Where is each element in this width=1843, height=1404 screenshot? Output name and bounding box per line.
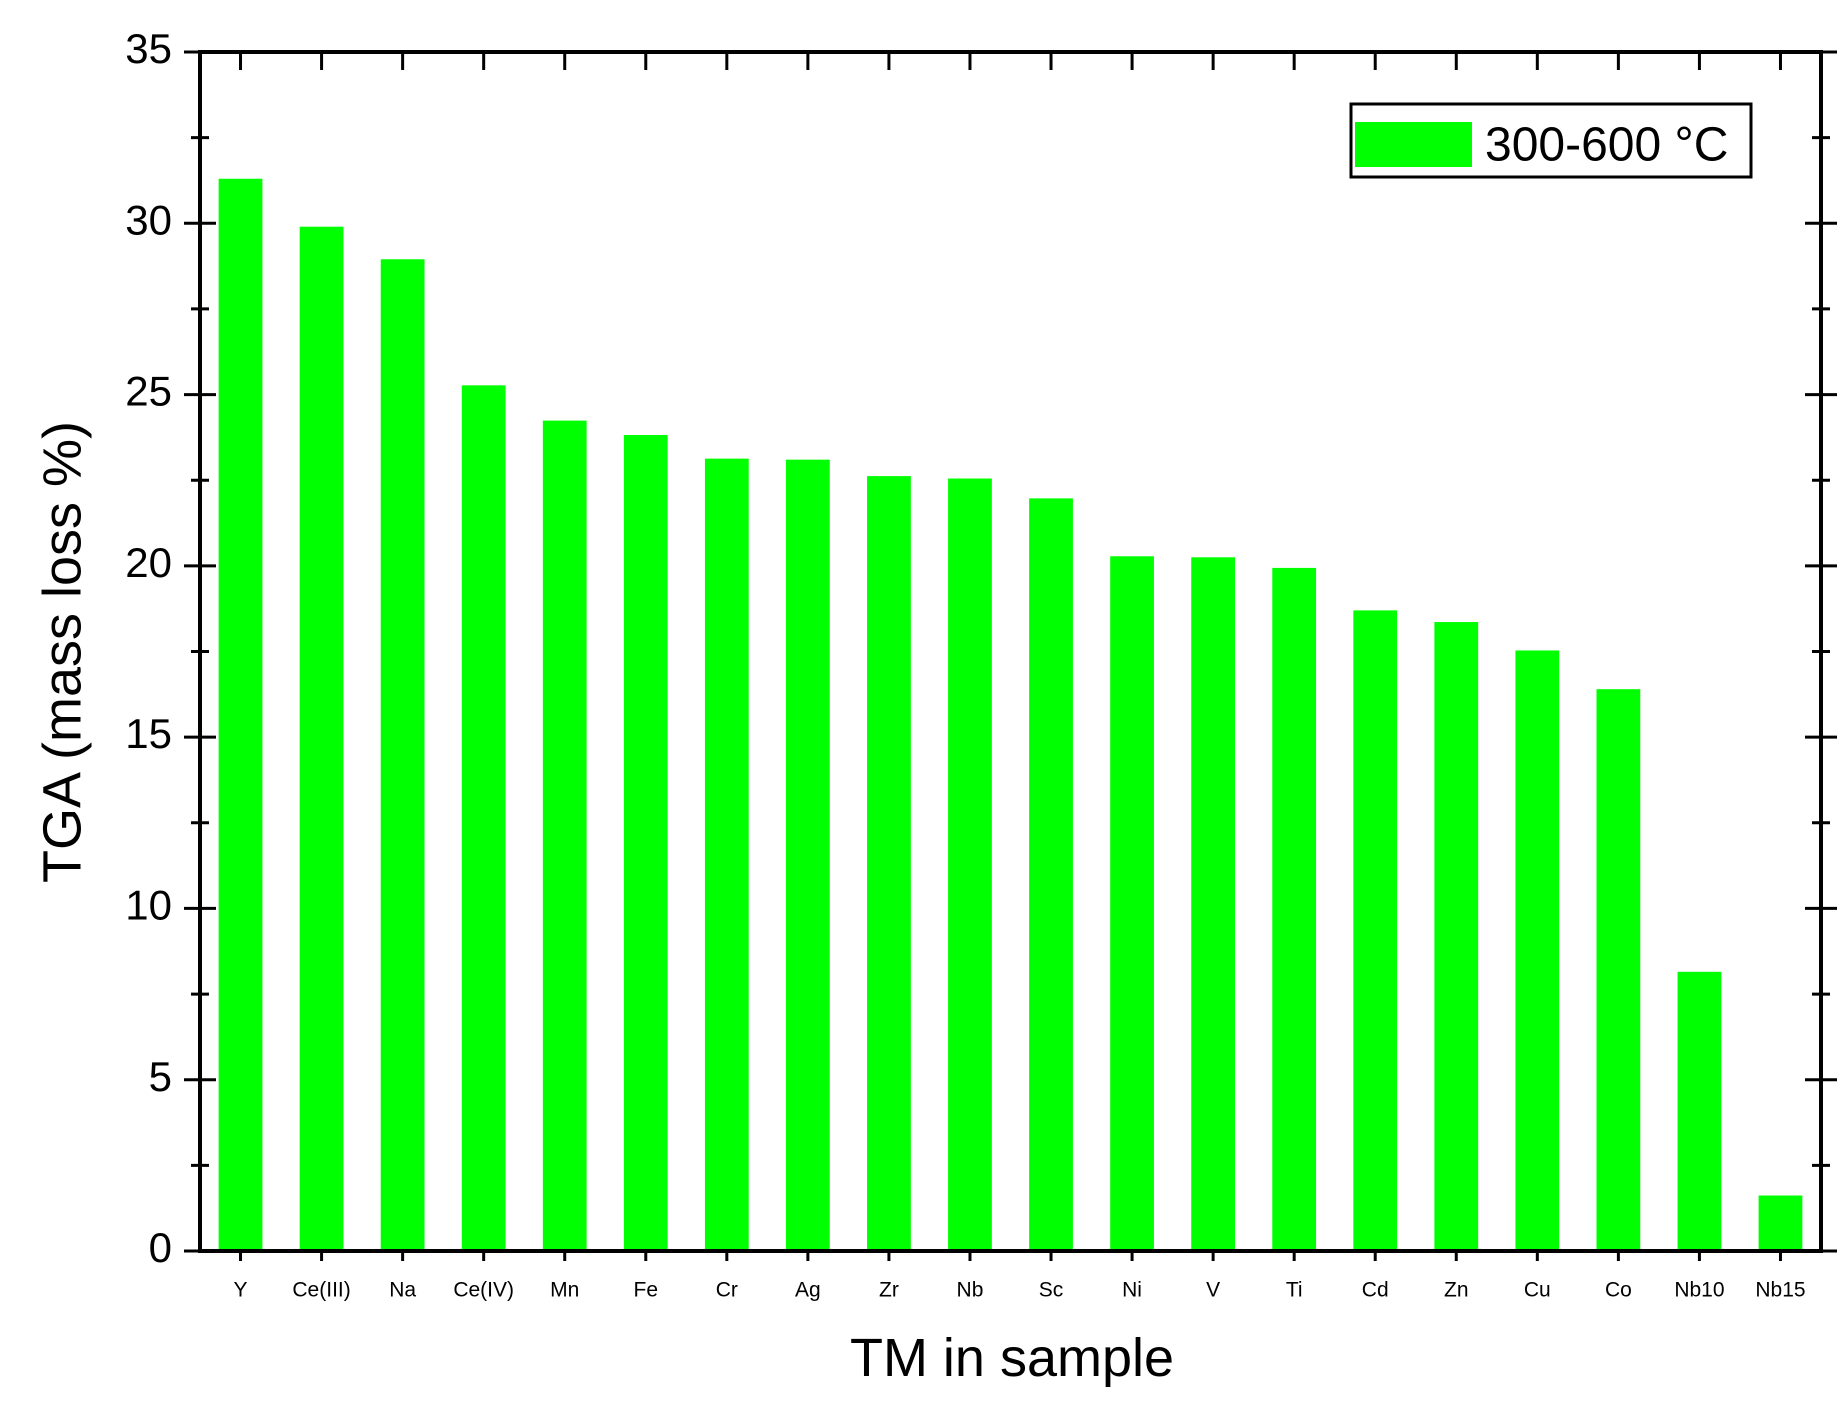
x-tick-label: Sc — [1039, 1279, 1064, 1302]
bar — [1515, 650, 1560, 1251]
y-axis-title: TGA (mass loss %) — [32, 421, 92, 883]
x-tick-label: Ce(IV) — [453, 1279, 514, 1302]
x-axis-title: TM in sample — [850, 1328, 1174, 1388]
plot-frame — [198, 50, 1823, 1253]
y-tick-label: 15 — [125, 710, 172, 757]
bar — [1758, 1195, 1803, 1251]
legend-label: 300-600 °C — [1485, 119, 1728, 172]
bar — [299, 226, 344, 1251]
x-tick-label: Ti — [1286, 1279, 1303, 1302]
bar — [704, 458, 749, 1251]
x-tick-label: V — [1206, 1279, 1220, 1302]
x-tick-label: Co — [1605, 1279, 1632, 1302]
x-tick-label: Nb10 — [1674, 1279, 1724, 1302]
bar — [1353, 610, 1398, 1251]
x-tick-label: Nb15 — [1755, 1279, 1805, 1302]
x-tick-label: Na — [389, 1279, 416, 1302]
x-tick-label: Zn — [1444, 1279, 1469, 1302]
y-tick-label: 0 — [149, 1224, 172, 1271]
bar — [380, 259, 425, 1251]
x-tick-label: Mn — [550, 1279, 579, 1302]
legend-swatch — [1355, 122, 1472, 167]
x-tick-label: Cd — [1362, 1279, 1389, 1302]
bar — [948, 478, 992, 1251]
bar — [1029, 498, 1073, 1251]
x-tick-label: Nb — [957, 1279, 984, 1302]
bar — [542, 420, 587, 1252]
bar — [1434, 622, 1479, 1251]
y-tick-label: 20 — [125, 539, 172, 586]
x-tick-label: Ce(III) — [292, 1279, 350, 1302]
bar — [785, 459, 830, 1251]
y-tick-label: 35 — [125, 25, 172, 72]
bar — [1110, 556, 1154, 1251]
y-tick-label: 5 — [149, 1053, 172, 1100]
bar — [1272, 567, 1317, 1251]
x-tick-label: Y — [234, 1279, 248, 1302]
x-tick-label: Zr — [879, 1279, 899, 1302]
y-tick-label: 30 — [125, 196, 172, 243]
y-tick-label: 10 — [125, 882, 172, 929]
bar — [1191, 557, 1236, 1251]
x-tick-label: Cu — [1524, 1279, 1551, 1302]
bar — [1677, 971, 1722, 1251]
bar — [218, 178, 263, 1251]
y-tick-label: 25 — [125, 368, 172, 415]
bar — [867, 476, 911, 1252]
x-tick-label: Cr — [716, 1279, 738, 1302]
bar — [461, 385, 506, 1251]
bar — [1596, 689, 1641, 1251]
x-tick-label: Ni — [1122, 1279, 1142, 1302]
x-tick-label: Ag — [795, 1279, 821, 1302]
bar — [623, 434, 668, 1251]
x-tick-label: Fe — [634, 1279, 659, 1302]
